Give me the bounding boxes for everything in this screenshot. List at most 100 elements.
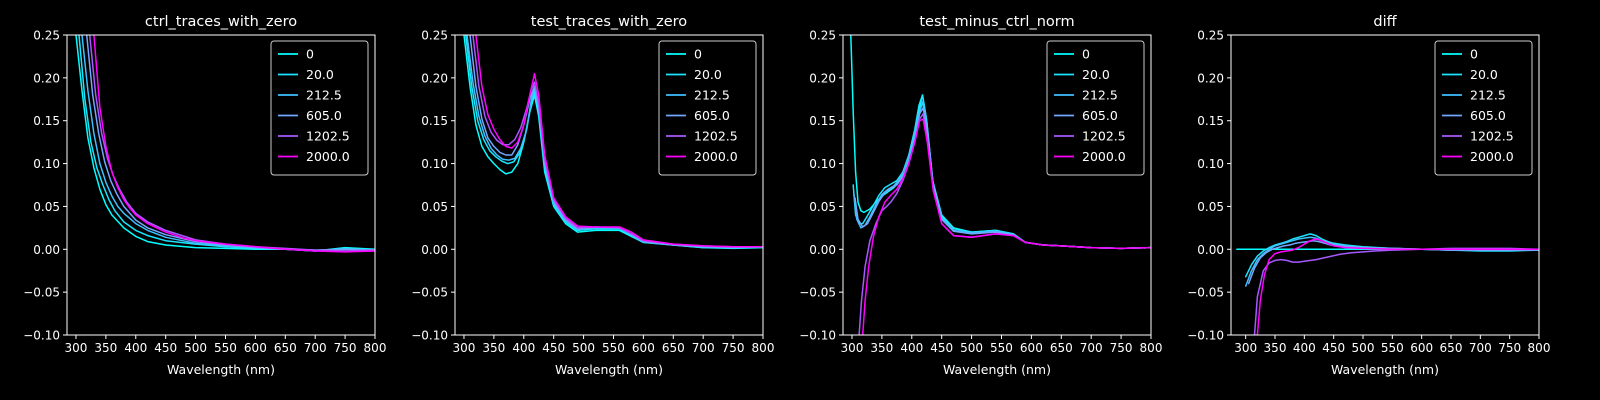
plot-frame [1230, 34, 1540, 336]
y-tick-label: 0.05 [809, 200, 836, 214]
x-tick-label: 350 [1264, 341, 1287, 355]
x-tick-label: 600 [244, 341, 267, 355]
chart-panel-3: 300 350 400 450 500 550 600 650 700 750 800 −0.10 −0… [799, 14, 1162, 377]
x-tick-label: 600 [1020, 341, 1043, 355]
y-tick-label: 0.15 [421, 114, 448, 128]
x-tick-label: 400 [512, 341, 535, 355]
legend: 0 20.0 212.5 605.0 1202.5 2000.0 [270, 40, 369, 176]
x-tick-label: 550 [990, 341, 1013, 355]
x-tick-label: 450 [1322, 341, 1345, 355]
x-tick-label: 700 [692, 341, 715, 355]
y-tick-label: 0.00 [809, 243, 836, 257]
x-tick-label: 300 [1234, 341, 1257, 355]
y-tick-label: 0.25 [1197, 29, 1224, 43]
chart-panel-2: 300 350 400 450 500 550 600 650 700 750 800 −0.10 −0… [411, 14, 774, 377]
legend-label: 20.0 [694, 67, 722, 82]
x-tick-label: 350 [94, 341, 117, 355]
legend-label: 0 [1470, 47, 1478, 62]
legend-label: 605.0 [306, 108, 342, 123]
legend-label: 212.5 [1470, 88, 1506, 103]
x-tick-label: 800 [752, 341, 775, 355]
legend-label: 605.0 [1082, 108, 1118, 123]
legend-label: 0 [694, 47, 702, 62]
x-tick-label: 550 [1381, 341, 1404, 355]
legend-label: 20.0 [1082, 67, 1110, 82]
x-tick-label: 350 [482, 341, 505, 355]
y-tick-label: −0.10 [799, 329, 836, 343]
legend-label: 0 [306, 47, 314, 62]
plot-frame [66, 34, 376, 336]
x-tick-label: 450 [930, 341, 953, 355]
chart-title: ctrl_traces_with_zero [145, 14, 297, 30]
x-tick-label: 600 [1410, 341, 1433, 355]
series-line-5 [472, 35, 763, 248]
y-tick-label: 0.15 [809, 114, 836, 128]
legend-label: 212.5 [694, 88, 730, 103]
plot-frame [454, 34, 764, 336]
legend: 0 20.0 212.5 605.0 1202.5 2000.0 [658, 40, 757, 176]
x-tick-label: 750 [722, 341, 745, 355]
legend-label: 2000.0 [1082, 149, 1126, 164]
x-tick-label: 700 [1469, 341, 1492, 355]
series-group [1236, 233, 1539, 335]
x-tick-label: 800 [1140, 341, 1163, 355]
y-tick-label: 0.25 [809, 29, 836, 43]
x-tick-label: 550 [602, 341, 625, 355]
x-tick-label: 650 [1440, 341, 1463, 355]
legend-label: 1202.5 [306, 129, 350, 144]
x-tick-label: 650 [1050, 341, 1073, 355]
x-tick-label: 800 [364, 341, 387, 355]
legend-label: 605.0 [1470, 108, 1506, 123]
x-tick-label: 600 [632, 341, 655, 355]
series-group [850, 35, 1151, 335]
series-line-6 [475, 35, 763, 248]
y-tick-label: 0.05 [1197, 200, 1224, 214]
series-group [75, 35, 375, 253]
y-tick-label: −0.10 [1187, 329, 1224, 343]
chart-title: test_traces_with_zero [531, 14, 688, 30]
legend-label: 1202.5 [1082, 129, 1126, 144]
y-tick-label: −0.10 [411, 329, 448, 343]
y-tick-label: 0.25 [33, 29, 60, 43]
chart-title: test_minus_ctrl_norm [919, 14, 1074, 30]
legend-label: 2000.0 [306, 149, 350, 164]
series-line-6 [1256, 238, 1539, 335]
x-tick-label: 400 [1293, 341, 1316, 355]
series-group [463, 35, 763, 250]
y-tick-label: −0.05 [799, 286, 836, 300]
x-tick-label: 750 [1110, 341, 1133, 355]
x-tick-label: 650 [662, 341, 685, 355]
x-tick-label: 500 [1352, 341, 1375, 355]
x-tick-label: 750 [1498, 341, 1521, 355]
x-axis-label: Wavelength (nm) [1331, 362, 1439, 377]
y-tick-label: 0.10 [421, 157, 448, 171]
legend-label: 212.5 [306, 88, 342, 103]
plot-frame [842, 34, 1152, 336]
legend-label: 2000.0 [1470, 149, 1514, 164]
y-tick-label: 0.00 [1197, 243, 1224, 257]
y-tick-label: 0.20 [421, 71, 448, 85]
x-tick-label: 500 [960, 341, 983, 355]
y-tick-label: 0.25 [421, 29, 448, 43]
legend-label: 2000.0 [694, 149, 738, 164]
y-tick-label: 0.15 [1197, 114, 1224, 128]
y-tick-label: 0.05 [33, 200, 60, 214]
chart-panel-4: 300 350 400 450 500 550 600 650 700 750 800 −0.10 −0… [1187, 14, 1550, 377]
y-tick-label: 0.10 [809, 157, 836, 171]
y-tick-label: 0.10 [33, 157, 60, 171]
x-tick-label: 700 [1080, 341, 1103, 355]
y-tick-label: 0.15 [33, 114, 60, 128]
y-tick-label: 0.10 [1197, 157, 1224, 171]
x-tick-label: 750 [334, 341, 357, 355]
y-tick-label: 0.05 [421, 200, 448, 214]
x-axis-label: Wavelength (nm) [555, 362, 663, 377]
x-tick-label: 400 [124, 341, 147, 355]
legend-label: 20.0 [306, 67, 334, 82]
y-tick-label: 0.00 [33, 243, 60, 257]
y-tick-label: 0.00 [421, 243, 448, 257]
x-axis-label: Wavelength (nm) [167, 362, 275, 377]
x-tick-label: 500 [572, 341, 595, 355]
legend-label: 20.0 [1470, 67, 1498, 82]
